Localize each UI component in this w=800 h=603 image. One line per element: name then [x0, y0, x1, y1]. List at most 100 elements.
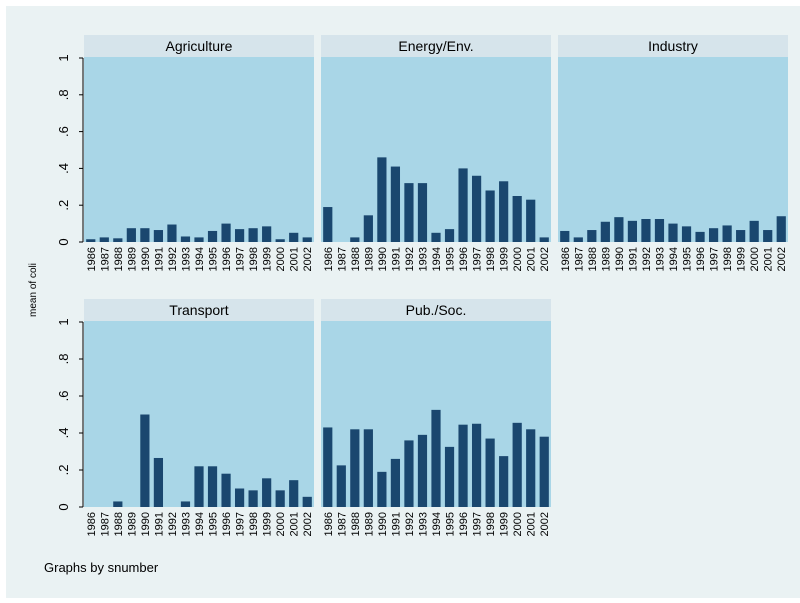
x-tick-label: 2001	[763, 247, 775, 271]
x-tick-label: 1987	[336, 247, 348, 271]
panel-header	[84, 299, 314, 321]
x-tick-label: 1989	[363, 247, 375, 271]
bar	[681, 226, 692, 242]
x-tick-label: 1989	[600, 247, 612, 271]
bar	[323, 207, 333, 242]
x-tick-label: 1988	[350, 512, 362, 536]
bar	[302, 496, 312, 507]
bar	[363, 429, 373, 507]
x-tick-label: 1997	[235, 512, 247, 536]
bar	[126, 228, 136, 242]
x-tick-label: 1994	[668, 247, 680, 271]
y-tick-label: .4	[56, 428, 71, 439]
bar	[377, 157, 387, 242]
bar	[526, 429, 536, 507]
y-tick-label: 0	[56, 238, 71, 245]
bar	[431, 232, 441, 242]
x-tick-label: 1990	[377, 247, 389, 271]
bar	[167, 224, 177, 242]
x-tick-label: 1990	[140, 247, 152, 271]
x-tick-label: 1991	[390, 512, 402, 536]
x-tick-label: 1997	[472, 247, 484, 271]
plot-area	[84, 57, 314, 242]
x-tick-label: 2001	[526, 247, 538, 271]
panel-header	[321, 299, 551, 321]
x-tick-label: 1987	[336, 512, 348, 536]
x-tick-label: 1991	[153, 247, 165, 271]
x-tick-label: 2002	[539, 247, 551, 271]
bar	[471, 175, 482, 242]
x-tick-label: 1995	[682, 247, 694, 271]
bar	[336, 465, 346, 507]
bar	[221, 473, 231, 507]
bar	[153, 457, 164, 507]
bar	[194, 466, 204, 507]
bar	[234, 488, 245, 507]
x-tick-label: 2000	[749, 247, 761, 271]
panel-title: Pub./Soc.	[406, 302, 467, 318]
bar	[275, 239, 285, 242]
bar	[113, 501, 123, 507]
bar	[221, 223, 231, 242]
x-tick-label: 2002	[539, 512, 551, 536]
x-tick-label: 1997	[472, 512, 484, 536]
bar	[458, 424, 468, 507]
bar	[289, 232, 299, 242]
y-tick-label: 0	[56, 503, 71, 510]
bar	[722, 225, 732, 242]
panel-title: Industry	[648, 38, 698, 54]
x-tick-label: 1999	[736, 247, 748, 271]
bar	[113, 238, 123, 242]
x-tick-label: 1998	[248, 247, 260, 271]
bar	[431, 409, 441, 507]
bar	[587, 230, 597, 242]
bar	[153, 230, 164, 242]
y-axis-title: mean of coli	[28, 263, 39, 317]
x-tick-label: 1993	[654, 247, 666, 271]
x-tick-label: 2002	[302, 512, 314, 536]
panel-title: Energy/Env.	[398, 38, 473, 54]
x-tick-label: 1992	[167, 247, 179, 271]
x-tick-label: 1997	[235, 247, 247, 271]
bar	[654, 219, 665, 242]
x-tick-label: 1992	[404, 247, 416, 271]
bar	[499, 456, 509, 507]
x-tick-label: 1998	[248, 512, 260, 536]
bar	[417, 183, 428, 242]
bar	[248, 490, 258, 507]
x-tick-label: 1989	[363, 512, 375, 536]
x-tick-label: 1991	[153, 512, 165, 536]
x-tick-label: 1988	[113, 512, 125, 536]
x-tick-label: 2000	[275, 247, 287, 271]
x-tick-label: 1991	[627, 247, 639, 271]
bar	[417, 434, 428, 507]
bar	[749, 220, 759, 242]
bar	[377, 471, 387, 507]
x-tick-label: 1996	[221, 512, 233, 536]
x-tick-label: 1987	[573, 247, 585, 271]
y-tick-label: 1	[56, 318, 71, 325]
panel-header	[84, 35, 314, 57]
bar	[390, 458, 401, 507]
bar	[234, 229, 245, 242]
x-tick-label: 1990	[614, 247, 626, 271]
x-tick-label: 1993	[180, 512, 192, 536]
panel-title: Transport	[169, 302, 229, 318]
y-tick-label: .6	[56, 126, 71, 137]
x-tick-label: 1986	[323, 512, 335, 536]
bar	[207, 466, 218, 507]
bar	[275, 490, 285, 507]
bar	[485, 190, 495, 242]
x-tick-label: 2001	[526, 512, 538, 536]
bar	[776, 216, 786, 242]
bar	[323, 427, 333, 507]
y-tick-label: .8	[56, 89, 71, 100]
x-tick-label: 1999	[262, 247, 274, 271]
x-tick-label: 1988	[350, 247, 362, 271]
x-tick-label: 1996	[695, 247, 707, 271]
x-tick-label: 1986	[560, 247, 572, 271]
x-tick-label: 1987	[99, 512, 111, 536]
bar	[194, 237, 204, 242]
panel-title: Agriculture	[166, 38, 233, 54]
x-tick-label: 2000	[512, 512, 524, 536]
